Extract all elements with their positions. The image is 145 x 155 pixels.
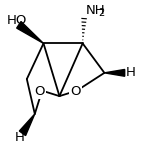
- Polygon shape: [17, 22, 44, 43]
- Polygon shape: [104, 69, 125, 76]
- Text: O: O: [70, 85, 81, 98]
- Polygon shape: [19, 114, 35, 136]
- Text: NH: NH: [86, 4, 105, 17]
- Text: H: H: [14, 131, 24, 144]
- Text: O: O: [35, 85, 45, 98]
- Text: H: H: [126, 66, 136, 79]
- Text: HO: HO: [7, 14, 27, 27]
- Text: 2: 2: [99, 8, 105, 18]
